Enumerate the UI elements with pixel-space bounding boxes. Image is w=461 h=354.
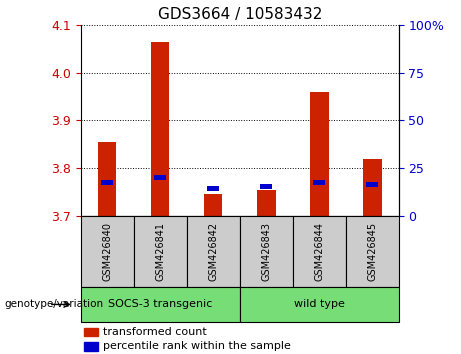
Bar: [154, 175, 166, 180]
Bar: [84, 342, 98, 351]
Text: wild type: wild type: [294, 299, 345, 309]
Bar: [260, 184, 272, 189]
FancyBboxPatch shape: [81, 216, 134, 287]
FancyBboxPatch shape: [134, 216, 187, 287]
Bar: [310, 92, 329, 216]
Text: percentile rank within the sample: percentile rank within the sample: [103, 341, 291, 352]
Text: GSM426843: GSM426843: [261, 222, 271, 281]
Bar: [313, 180, 325, 185]
Text: transformed count: transformed count: [103, 327, 207, 337]
FancyBboxPatch shape: [240, 287, 399, 322]
Bar: [257, 190, 276, 216]
FancyBboxPatch shape: [346, 216, 399, 287]
Text: genotype/variation: genotype/variation: [5, 299, 104, 309]
FancyBboxPatch shape: [293, 216, 346, 287]
Bar: [101, 180, 113, 185]
FancyBboxPatch shape: [187, 216, 240, 287]
Title: GDS3664 / 10583432: GDS3664 / 10583432: [158, 7, 322, 22]
Bar: [366, 183, 378, 187]
Text: GSM426840: GSM426840: [102, 222, 112, 281]
FancyBboxPatch shape: [240, 216, 293, 287]
Bar: [204, 194, 223, 216]
Text: GSM426841: GSM426841: [155, 222, 165, 281]
Bar: [207, 186, 219, 190]
Bar: [363, 159, 382, 216]
Bar: [98, 142, 117, 216]
Bar: [84, 327, 98, 336]
Text: GSM426845: GSM426845: [367, 222, 377, 281]
Text: SOCS-3 transgenic: SOCS-3 transgenic: [108, 299, 213, 309]
Text: GSM426844: GSM426844: [314, 222, 324, 281]
Bar: [151, 41, 170, 216]
Text: GSM426842: GSM426842: [208, 222, 218, 281]
FancyBboxPatch shape: [81, 287, 240, 322]
